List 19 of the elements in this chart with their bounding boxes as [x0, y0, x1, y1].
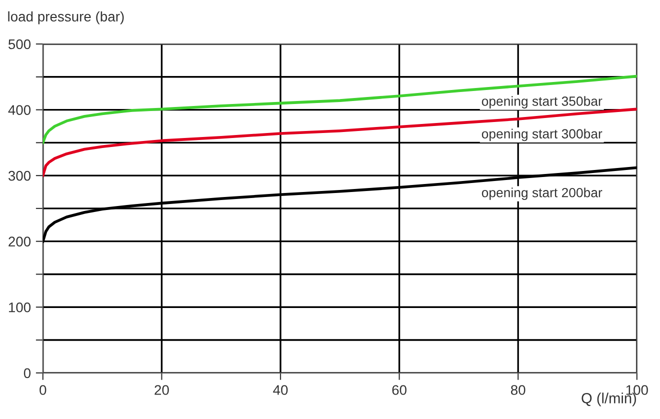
y-tick-label: 200: [8, 236, 31, 247]
x-tick-label: 60: [392, 385, 406, 395]
y-tick-label: 300: [8, 170, 31, 181]
line-series: [42, 108, 637, 177]
y-tick-label: 500: [8, 39, 31, 50]
y-tick-label: 100: [8, 302, 31, 312]
y-tick-label: 0: [24, 368, 31, 378]
series-label: opening start 300bar: [482, 128, 602, 142]
line-series: [42, 74, 637, 144]
x-tick-label: 40: [273, 385, 288, 395]
x-tick-label: 0: [40, 385, 46, 395]
series-label: opening start 200bar: [482, 188, 602, 200]
x-tick-label: 100: [626, 385, 648, 395]
series-label: opening start 350bar: [482, 96, 602, 108]
y-tick-label: 400: [8, 105, 31, 115]
y-axis-title: load pressure (bar): [8, 11, 124, 24]
x-tick-label: 80: [510, 385, 526, 395]
x-axis-title: Q (l/min): [582, 392, 636, 406]
x-tick-label: 20: [154, 385, 169, 395]
